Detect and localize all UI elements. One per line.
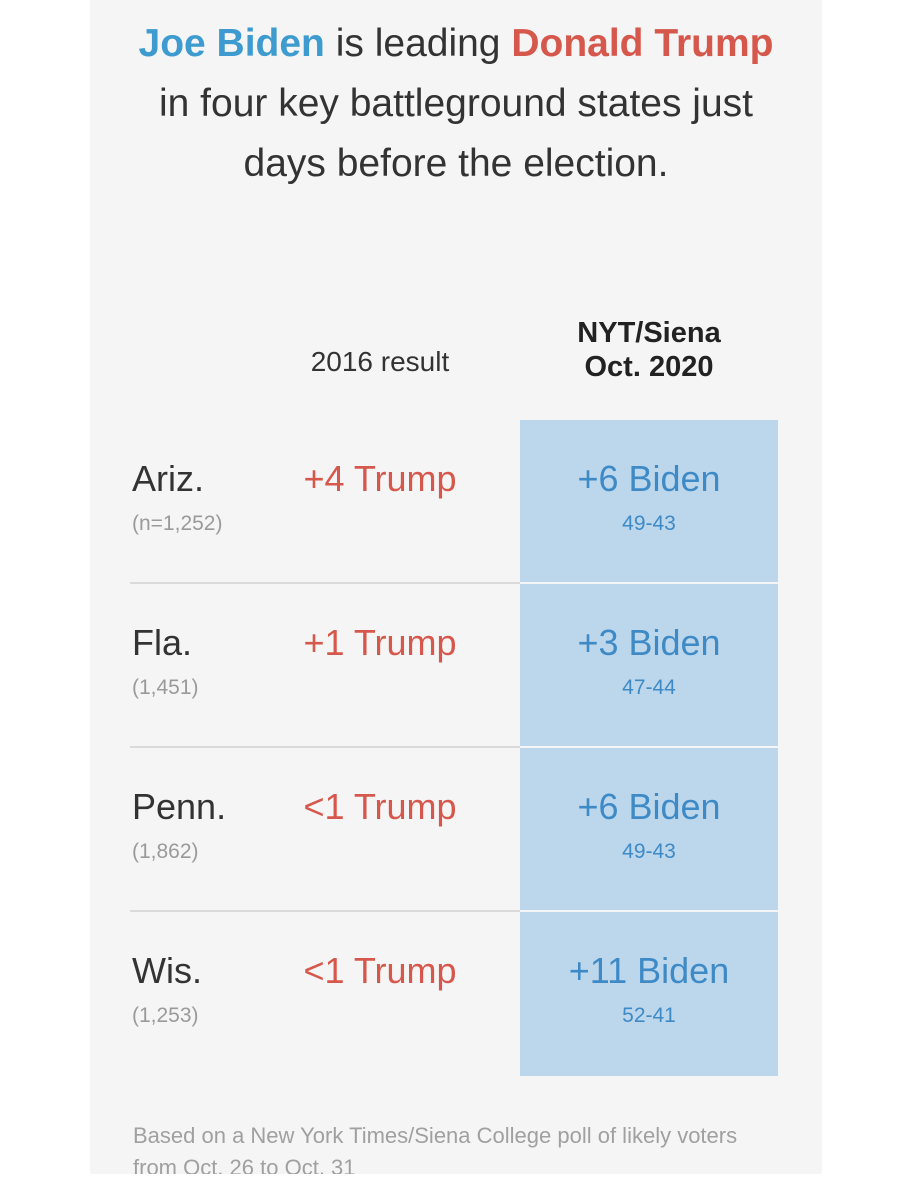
poll-score: 47-44 — [622, 676, 676, 699]
row-divider — [130, 746, 778, 748]
headline-biden: Joe Biden — [138, 22, 325, 65]
row-divider-highlight — [520, 746, 778, 748]
result-2016: +1 Trump — [303, 622, 457, 663]
table-row: Wis. (1,253) <1 Trump +11 Biden 52-41 — [130, 912, 778, 1076]
sample-size: (1,253) — [132, 1004, 199, 1027]
poll-column-highlight — [520, 420, 778, 1076]
sample-size: (1,451) — [132, 676, 199, 699]
result-2016: +4 Trump — [303, 458, 457, 499]
result-2016: <1 Trump — [303, 786, 457, 827]
column-header-poll-line2: Oct. 2020 — [584, 351, 714, 383]
column-header-2016: 2016 result — [310, 346, 450, 377]
headline-trump: Donald Trump — [511, 22, 774, 65]
headline-text-2: in four key battleground states just day… — [158, 82, 753, 185]
table-row: Ariz. (n=1,252) +4 Trump +6 Biden 49-43 — [130, 420, 778, 584]
poll-score: 52-41 — [622, 1004, 676, 1027]
row-divider-highlight — [520, 910, 778, 912]
poll-score: 49-43 — [622, 840, 676, 863]
state-label: Fla. — [132, 622, 193, 663]
graphic-card: Joe Biden is leading Donald Trump in fou… — [90, 0, 822, 1174]
row-divider — [130, 910, 778, 912]
poll-margin: +6 Biden — [577, 458, 721, 499]
poll-score: 49-43 — [622, 512, 676, 535]
headline: Joe Biden is leading Donald Trump in fou… — [130, 14, 782, 194]
sample-size: (1,862) — [132, 840, 199, 863]
headline-text-1: is leading — [324, 22, 512, 65]
state-label: Penn. — [132, 786, 227, 827]
table-row: Penn. (1,862) <1 Trump +6 Biden 49-43 — [130, 748, 778, 912]
table-row: Fla. (1,451) +1 Trump +3 Biden 47-44 — [130, 584, 778, 748]
sample-size: (n=1,252) — [132, 512, 223, 535]
source-note: Based on a New York Times/Siena College … — [133, 1123, 738, 1174]
result-2016: <1 Trump — [303, 950, 457, 991]
poll-margin: +11 Biden — [568, 950, 730, 991]
column-header-poll: NYT/Siena Oct. 2020 — [520, 316, 778, 384]
column-header-poll-line1: NYT/Siena — [577, 317, 721, 349]
poll-margin: +6 Biden — [577, 786, 721, 827]
row-divider-highlight — [520, 582, 778, 584]
row-divider — [130, 582, 778, 584]
poll-margin: +3 Biden — [577, 622, 721, 663]
state-label: Ariz. — [132, 458, 204, 499]
state-label: Wis. — [132, 950, 202, 991]
